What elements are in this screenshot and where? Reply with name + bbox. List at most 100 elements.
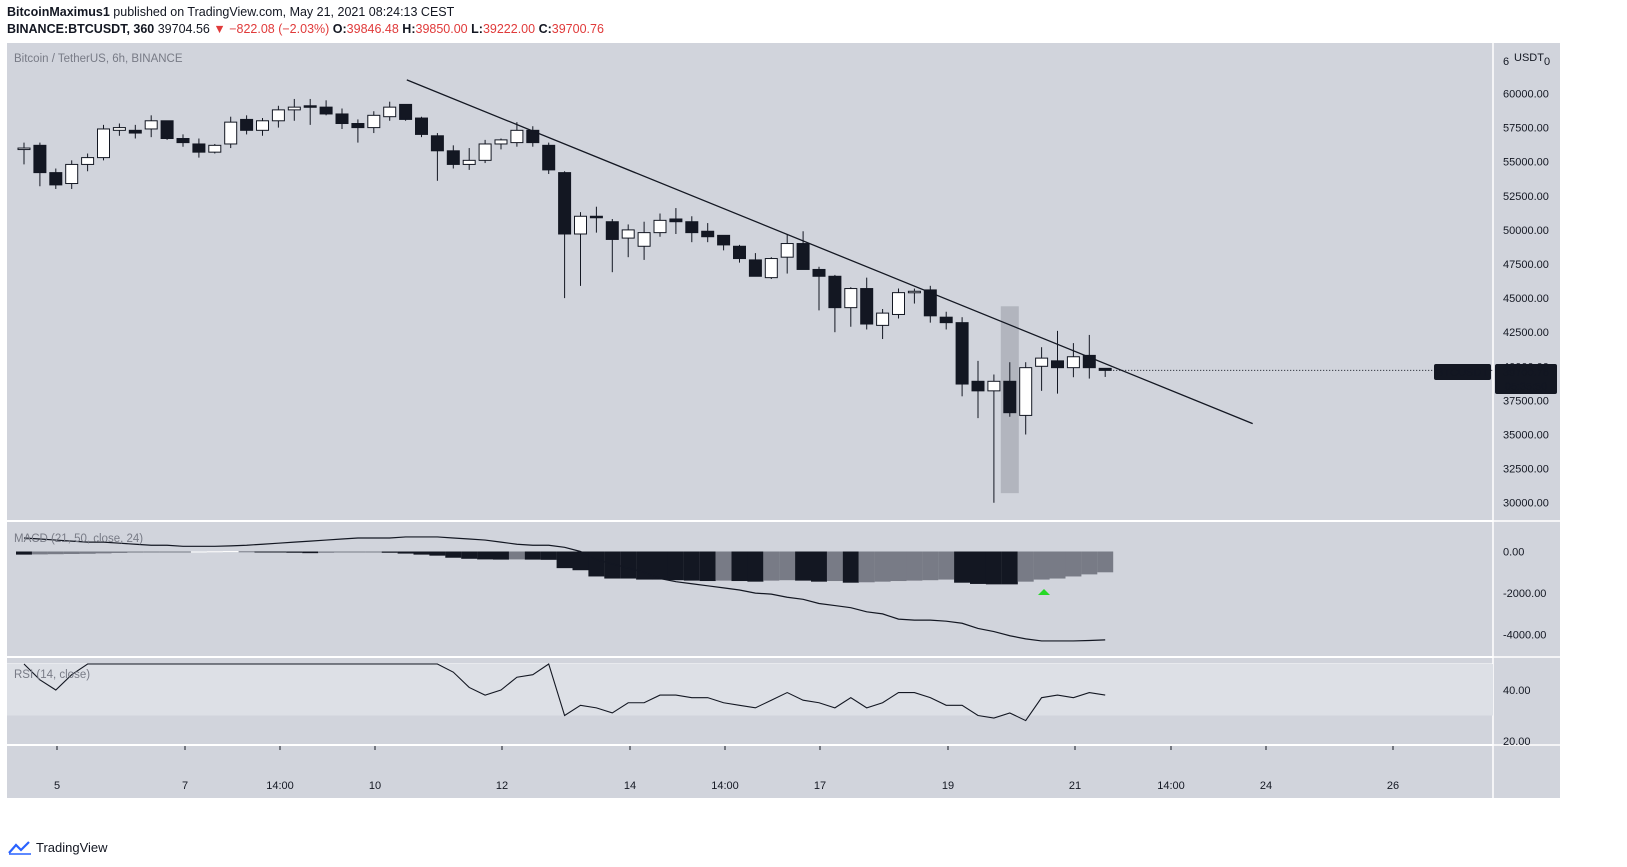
ohlc-header: BINANCE:BTCUSDT, 360 39704.56 ▼ −822.08 … (7, 22, 604, 36)
time-tick-label: 5 (54, 780, 60, 792)
candle-body (176, 138, 190, 144)
macd-histogram-bar (970, 551, 986, 584)
macd-histogram-bar (1017, 551, 1034, 582)
candle-body (1003, 380, 1017, 414)
macd-histogram-bar (699, 551, 716, 582)
candle-body (1098, 367, 1112, 371)
macd-histogram-bar (811, 551, 827, 582)
macd-histogram-bar (206, 551, 223, 553)
macd-tick-label: 0.00 (1503, 547, 1524, 559)
close-label: C: (538, 22, 552, 36)
price-tick-label: 55000.00 (1503, 157, 1549, 169)
macd-histogram-bar (1081, 551, 1098, 575)
candle-body (955, 322, 969, 385)
candle-body (939, 316, 953, 324)
macd-histogram-bar (79, 551, 96, 554)
candle-body (764, 258, 778, 279)
macd-pane-bg[interactable] (7, 522, 1493, 656)
macd-histogram-bar (652, 551, 668, 580)
candle-body (653, 219, 667, 234)
rsi-band (7, 664, 1493, 716)
macd-histogram-bar (620, 551, 637, 579)
candle-body (112, 127, 126, 131)
macd-tick-label: -4000.00 (1503, 630, 1546, 642)
time-tick-label: 24 (1260, 780, 1272, 792)
candle-body (144, 120, 158, 130)
macd-histogram-bar (667, 551, 684, 581)
symbol-label: BINANCE:BTCUSDT, 360 (7, 22, 155, 36)
rsi-line (23, 663, 1106, 722)
time-axis-bg[interactable] (7, 746, 1493, 798)
price-tick-label: 47500.00 (1503, 259, 1549, 271)
candle-body (987, 380, 1001, 392)
candle-body (876, 312, 890, 326)
time-tick-label: 14:00 (1157, 780, 1185, 792)
macd-histogram-bar (795, 551, 812, 581)
candle-body (399, 103, 413, 120)
price-tick-label: 42500.00 (1503, 327, 1549, 339)
time-tick-label: 10 (369, 780, 381, 792)
candle-body (271, 109, 285, 122)
macd-histogram-bar (985, 551, 1002, 585)
tradingview-footer[interactable]: TradingView (8, 840, 108, 855)
macd-histogram-bar (127, 551, 144, 553)
macd-histogram-bar (938, 551, 955, 580)
macd-histogram-bar (365, 551, 382, 553)
signal-up-arrow-icon (1038, 589, 1050, 595)
candle-body (733, 245, 746, 260)
macd-histogram-bar (31, 551, 48, 555)
macd-histogram-bar (159, 551, 176, 553)
macd-histogram-bar (461, 551, 478, 559)
macd-histogram-bar (318, 551, 335, 553)
macd-histogram-bar (397, 551, 414, 554)
candle-body (415, 117, 428, 135)
low-value: 39222.00 (482, 22, 536, 36)
price-axis-bg[interactable] (1493, 43, 1560, 798)
macd-histogram-bar (349, 551, 366, 553)
candle-body (478, 143, 492, 161)
candle-body (65, 163, 79, 185)
price-tick-label: 45000.00 (1503, 293, 1549, 305)
candle-body (542, 144, 556, 171)
candle-body (701, 230, 715, 238)
macd-histogram-bar (175, 551, 191, 553)
price-tick-label: 40000.00 (1503, 361, 1549, 373)
author-name[interactable]: BitcoinMaximus1 (7, 5, 110, 19)
axis-extra-label: 0 (1544, 56, 1550, 68)
downtrend-line[interactable] (406, 79, 1253, 425)
publish-info: BitcoinMaximus1 published on TradingView… (7, 5, 454, 19)
macd-pane-title: MACD (21, 50, close, 24) (14, 533, 143, 545)
macd-histogram-bar (95, 551, 112, 554)
macd-histogram-bar (763, 551, 780, 581)
candle-body (860, 288, 874, 325)
candle-body (621, 229, 635, 239)
candle-body (319, 106, 333, 115)
candle-body (923, 289, 937, 317)
candle-body (717, 234, 731, 246)
candle-body (1035, 357, 1049, 367)
price-tick-label: 60000.00 (1503, 89, 1549, 101)
candle-body (589, 215, 603, 219)
candle-body (367, 114, 381, 129)
price-tick-label: 52500.00 (1503, 191, 1549, 203)
high-value: 39850.00 (415, 22, 468, 36)
macd-histogram-bar (683, 551, 700, 581)
candle-body (796, 243, 810, 270)
candle-body (1051, 360, 1064, 369)
symbol-tag-label: BTCUSDT (1436, 367, 1488, 379)
macd-histogram-bar (572, 551, 589, 571)
candle-body (383, 106, 397, 118)
low-label: L: (471, 22, 483, 36)
macd-histogram-bar (1033, 551, 1050, 580)
time-tick-label: 14:00 (711, 780, 739, 792)
macd-histogram-bar (493, 551, 509, 560)
down-arrow-icon: ▼ (213, 22, 226, 36)
candle-body (224, 121, 238, 145)
price-tag-value: 39700.76 (1503, 367, 1549, 379)
macd-histogram-bar (47, 551, 64, 555)
time-tick-label: 14 (624, 780, 636, 792)
axis-extra-label: 6 (1503, 56, 1509, 68)
macd-histogram-bar (779, 551, 796, 581)
main-pane-bg[interactable] (7, 43, 1493, 520)
